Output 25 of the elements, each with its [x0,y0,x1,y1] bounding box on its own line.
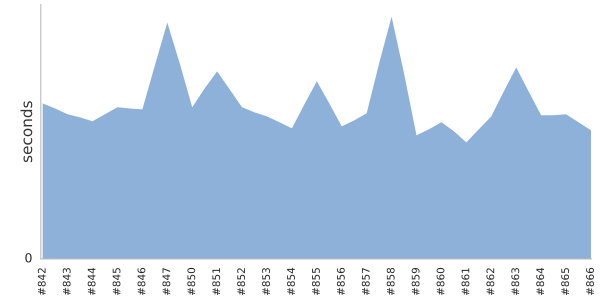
x-tick-label: #850 [187,268,196,296]
x-tick-label: #854 [287,268,295,296]
x-tick-label: #851 [212,268,220,296]
x-tick-label: #866 [586,268,594,296]
x-tick-label: #859 [412,268,420,296]
x-tick-label: #842 [38,268,46,296]
x-tick-label: #862 [486,268,494,296]
x-tick-label: #853 [262,268,270,296]
x-tick-label: #860 [436,268,444,296]
x-tick-label: #844 [88,268,96,296]
x-tick-label: #852 [237,268,246,296]
text: 0 [25,253,32,263]
x-tick-label: #845 [112,268,120,296]
x-tick-label: #861 [462,268,470,296]
y-axis-title: seconds [20,101,32,162]
x-tick-label: #855 [312,268,320,296]
x-tick-label: #865 [561,268,570,296]
x-tick-label: #857 [362,268,370,296]
x-tick-label: #856 [336,268,345,296]
x-tick-label: #863 [511,268,520,296]
x-tick-label: #846 [138,268,146,296]
x-tick-label: #858 [386,268,395,296]
x-tick-label: #864 [536,268,544,296]
x-tick-label: #843 [62,268,71,296]
x-tick-label: #847 [162,268,170,296]
